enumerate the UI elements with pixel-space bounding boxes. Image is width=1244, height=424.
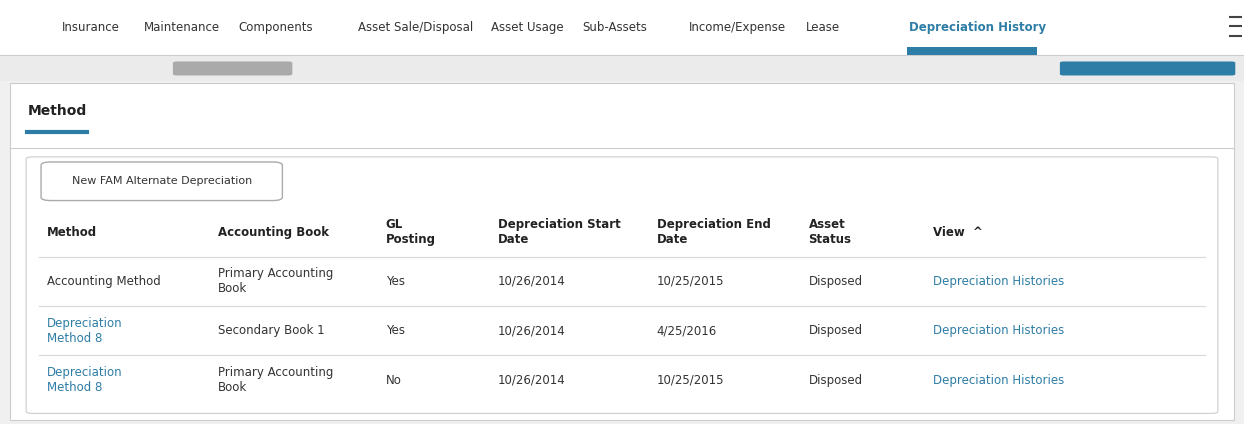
- Text: Components: Components: [239, 21, 313, 34]
- Text: Asset Usage: Asset Usage: [491, 21, 564, 34]
- Text: Sub-Assets: Sub-Assets: [582, 21, 647, 34]
- Text: Disposed: Disposed: [809, 275, 863, 288]
- Text: Secondary Book 1: Secondary Book 1: [218, 324, 325, 337]
- Text: 10/26/2014: 10/26/2014: [498, 374, 565, 387]
- Text: New FAM Alternate Depreciation: New FAM Alternate Depreciation: [72, 176, 251, 186]
- Text: Depreciation History: Depreciation History: [909, 21, 1046, 34]
- Text: Depreciation
Method 8: Depreciation Method 8: [47, 366, 123, 394]
- Text: Depreciation
Method 8: Depreciation Method 8: [47, 317, 123, 345]
- Text: 10/26/2014: 10/26/2014: [498, 324, 565, 337]
- Bar: [0, 0, 1244, 55]
- Text: Method: Method: [27, 104, 87, 118]
- Text: Asset Sale/Disposal: Asset Sale/Disposal: [358, 21, 474, 34]
- Text: Depreciation Start
Date: Depreciation Start Date: [498, 218, 621, 246]
- Bar: [0, 55, 1244, 81]
- Text: Accounting Book: Accounting Book: [218, 226, 328, 239]
- Text: Income/Expense: Income/Expense: [689, 21, 786, 34]
- Text: Depreciation Histories: Depreciation Histories: [933, 374, 1065, 387]
- Text: No: No: [386, 374, 402, 387]
- Text: GL
Posting: GL Posting: [386, 218, 435, 246]
- FancyBboxPatch shape: [173, 61, 292, 75]
- Text: 10/26/2014: 10/26/2014: [498, 275, 565, 288]
- Text: Depreciation Histories: Depreciation Histories: [933, 324, 1065, 337]
- Text: Maintenance: Maintenance: [144, 21, 220, 34]
- Text: Primary Accounting
Book: Primary Accounting Book: [218, 267, 333, 295]
- Text: Depreciation End
Date: Depreciation End Date: [657, 218, 771, 246]
- Bar: [907, 47, 1037, 55]
- Text: View  ^: View ^: [933, 226, 983, 239]
- Text: Yes: Yes: [386, 324, 404, 337]
- Text: Accounting Method: Accounting Method: [47, 275, 160, 288]
- Text: Depreciation Histories: Depreciation Histories: [933, 275, 1065, 288]
- Bar: [0, 81, 1244, 424]
- Text: Disposed: Disposed: [809, 374, 863, 387]
- FancyBboxPatch shape: [26, 157, 1218, 413]
- Text: Primary Accounting
Book: Primary Accounting Book: [218, 366, 333, 394]
- Bar: [10, 83, 1234, 420]
- FancyBboxPatch shape: [1060, 61, 1235, 75]
- Text: Disposed: Disposed: [809, 324, 863, 337]
- Text: Asset
Status: Asset Status: [809, 218, 852, 246]
- Text: 10/25/2015: 10/25/2015: [657, 374, 724, 387]
- FancyBboxPatch shape: [41, 162, 282, 201]
- Text: 10/25/2015: 10/25/2015: [657, 275, 724, 288]
- Text: Lease: Lease: [806, 21, 840, 34]
- Text: 4/25/2016: 4/25/2016: [657, 324, 717, 337]
- Text: Method: Method: [47, 226, 97, 239]
- Text: Insurance: Insurance: [62, 21, 121, 34]
- Text: Yes: Yes: [386, 275, 404, 288]
